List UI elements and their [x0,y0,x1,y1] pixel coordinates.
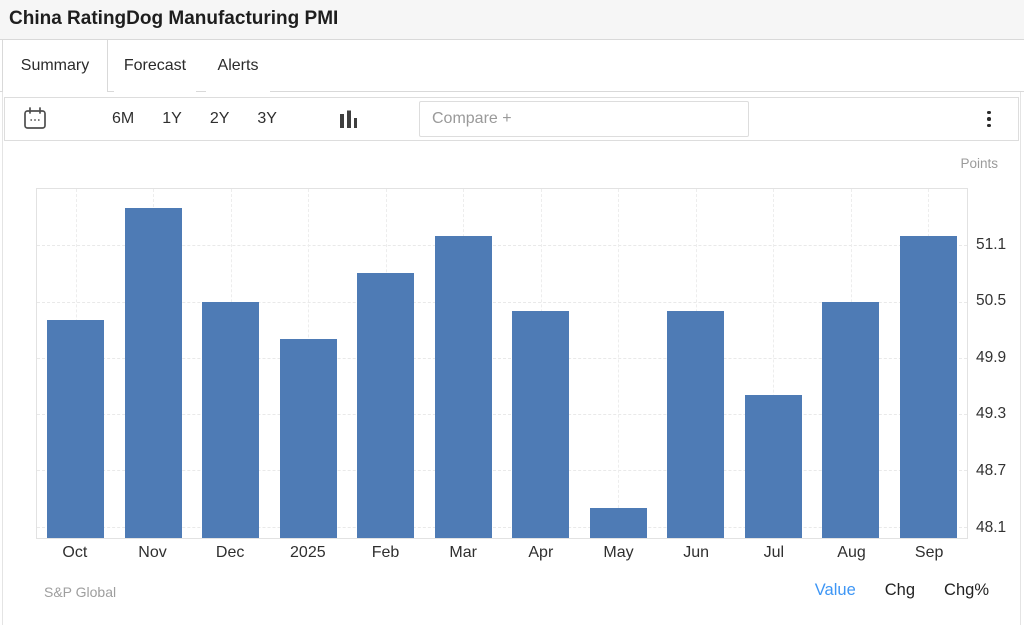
y-axis-labels: 51.1 50.5 49.9 49.3 48.7 48.1 [976,188,1024,539]
gridline [37,414,967,416]
summary-panel: 6M 1Y 2Y 3Y Points 51.1 50.5 49.9 49.3 48.7 4… [2,92,1021,625]
chart-type-button[interactable] [336,104,362,134]
x-tick-label: Aug [837,544,866,561]
bar-sep[interactable] [899,235,957,538]
range-3y-button[interactable]: 3Y [254,108,280,130]
calendar-icon [24,107,46,129]
gridline [37,245,967,247]
gridline [618,189,620,538]
bar-nov[interactable] [124,207,182,538]
tab-forecast-label: Forecast [123,57,187,74]
tab-alerts-label: Alerts [217,57,259,74]
bar-oct[interactable] [47,320,105,538]
x-tick-label: Feb [371,544,400,561]
y-tick-label: 51.1 [976,235,1007,253]
menu-button[interactable] [976,105,1002,133]
x-tick-label: Mar [449,544,477,561]
tab-summary-label: Summary [20,57,90,74]
calendar-button[interactable] [20,104,50,134]
x-tick-label: Oct [62,544,88,561]
chart-toolbar: 6M 1Y 2Y 3Y [4,97,1019,141]
range-buttons: 6M 1Y 2Y 3Y [109,98,280,140]
gridline [37,470,967,472]
x-axis-labels: Oct Nov Dec 2025 Feb Mar Apr May Jun Jul Aug Sep [36,544,968,566]
x-tick-label: Apr [528,544,554,561]
bar-2025[interactable] [279,339,337,538]
x-tick-label: Sep [914,544,944,561]
page-title: China RatingDog Manufacturing PMI [9,8,339,29]
column-chart-icon [340,110,357,128]
mode-value-button[interactable]: Value [814,581,856,599]
gridline [37,357,967,359]
x-tick-label: Jul [763,544,785,561]
source-label: S&P Global [44,584,117,600]
tab-bar: Summary Forecast Alerts [0,40,1024,92]
plot-area[interactable] [36,188,968,539]
bar-aug[interactable] [822,301,880,538]
bar-jul[interactable] [744,395,802,538]
bar-may[interactable] [589,507,647,538]
gridline [37,526,967,528]
bar-jun[interactable] [667,310,725,538]
range-2y-button[interactable]: 2Y [207,108,233,130]
mode-chgpct-button[interactable]: Chg% [944,581,989,599]
bar-apr[interactable] [512,310,570,538]
x-tick-label: May [603,544,634,561]
bar-mar[interactable] [434,235,492,538]
x-tick-label: 2025 [290,544,326,561]
header: China RatingDog Manufacturing PMI [0,0,1024,40]
y-tick-label: 48.1 [976,518,1007,536]
range-6m-button[interactable]: 6M [109,108,137,130]
mode-chg-button[interactable]: Chg [884,581,916,599]
x-tick-label: Jun [683,544,710,561]
y-tick-label: 48.7 [976,462,1007,480]
x-tick-label: Nov [138,544,167,561]
tab-forecast[interactable]: Forecast [114,40,196,92]
tab-alerts[interactable]: Alerts [206,40,270,92]
y-tick-label: 49.9 [976,348,1007,366]
gridline [37,301,967,303]
x-tick-label: Dec [215,544,245,561]
bar-feb[interactable] [357,273,415,538]
tab-summary[interactable]: Summary [2,40,108,92]
kebab-menu-icon [987,110,991,128]
mode-switcher: Value Chg Chg% [815,581,989,600]
gridline [773,189,775,538]
y-tick-label: 49.3 [976,405,1007,423]
unit-label: Points [960,156,998,171]
compare-input[interactable] [419,101,749,137]
range-1y-button[interactable]: 1Y [159,108,185,130]
y-tick-label: 50.5 [976,292,1007,310]
bar-dec[interactable] [202,301,260,538]
